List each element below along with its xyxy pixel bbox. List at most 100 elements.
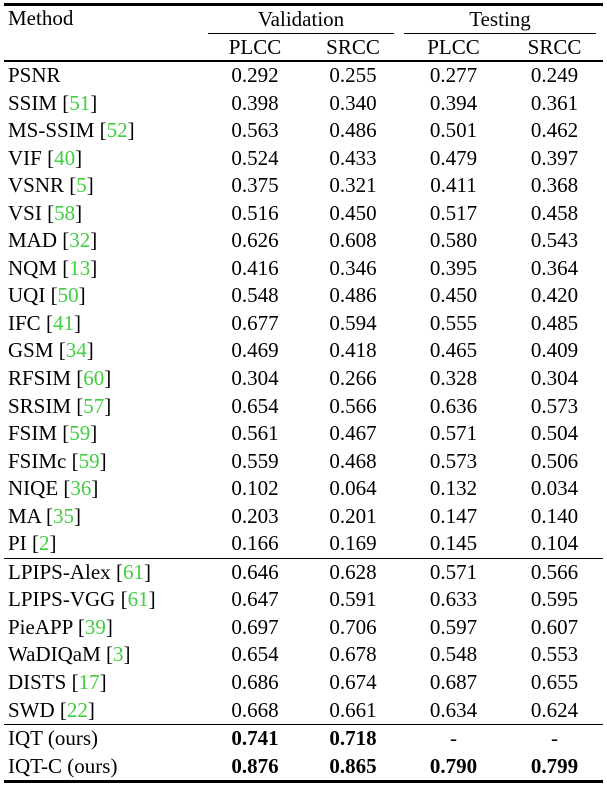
value-cell: 0.543 xyxy=(530,228,579,253)
citation-ref: 34 xyxy=(65,338,87,363)
value-cell: 0.661 xyxy=(329,697,377,722)
value-cell: 0.555 xyxy=(429,310,478,335)
value-cell: 0.573 xyxy=(530,393,579,418)
value-cell: 0.595 xyxy=(530,587,579,612)
value-cell: 0.201 xyxy=(329,503,377,528)
table-row: VSNR [5] 0.375 0.321 0.411 0.368 xyxy=(4,172,603,200)
value-cell: 0.646 xyxy=(205,557,305,587)
value-cell: 0.409 xyxy=(530,338,579,363)
table-row: IQT (ours) 0.741 0.718- - xyxy=(4,724,604,753)
value-cell: 0.548 xyxy=(429,642,478,667)
value-cell: 0.375 xyxy=(231,173,279,198)
value-cell: 0.411 xyxy=(430,173,477,198)
value-cell: 0.132 xyxy=(429,476,478,501)
table-row: LPIPS-Alex [61] 0.646 0.628 0.571 0.566 xyxy=(4,557,604,587)
method-cell: UQI [50] xyxy=(8,283,86,308)
table-row: MAD [32] 0.626 0.608 0.580 0.543 xyxy=(4,227,603,255)
value-cell: 0.741 xyxy=(205,724,305,753)
citation-ref: 13 xyxy=(69,255,91,280)
citation-ref: 50 xyxy=(57,283,79,308)
paper-page: Method Validation Testing PLCC SRCC PLCC… xyxy=(0,3,607,789)
testing-group-header: Testing xyxy=(401,5,603,34)
value-cell: 0.566 xyxy=(329,393,377,418)
value-cell: 0.624 xyxy=(530,697,579,722)
citation-ref: 61 xyxy=(122,559,144,584)
value-cell: 0.458 xyxy=(530,200,579,225)
table-row: DISTS [17] 0.686 0.674 0.687 0.655 xyxy=(4,669,603,697)
citation-ref: 36 xyxy=(70,476,92,501)
value-cell: 0.573 xyxy=(429,448,478,473)
testing-group-label: Testing xyxy=(469,7,531,31)
citation-ref: 39 xyxy=(84,614,106,639)
citation-ref: 32 xyxy=(69,228,91,253)
value-cell: 0.524 xyxy=(231,145,279,170)
validation-srcc-header: SRCC xyxy=(305,34,402,62)
method-cell: VIF [40] xyxy=(8,145,83,170)
method-cell: DISTS [17] xyxy=(8,670,107,695)
method-cell: MA [35] xyxy=(8,503,81,528)
table-row: PieAPP [39] 0.697 0.706 0.597 0.607 xyxy=(4,614,603,642)
citation-ref: 52 xyxy=(106,118,128,143)
value-cell: 0.479 xyxy=(429,145,478,170)
value-cell: 0.465 xyxy=(429,338,478,363)
citation-ref: 35 xyxy=(52,503,74,528)
value-cell: 0.501 xyxy=(429,118,478,143)
method-cell: NQM [13] xyxy=(8,255,98,280)
value-cell: 0.394 xyxy=(429,90,478,115)
value-cell: 0.654 xyxy=(231,642,279,667)
citation-ref: 57 xyxy=(83,393,105,418)
value-cell: 0.166 xyxy=(231,531,279,556)
method-cell: IFC [41] xyxy=(8,310,81,335)
value-cell: 0.799 xyxy=(530,753,579,778)
value-cell: - xyxy=(401,724,507,753)
value-cell: 0.628 xyxy=(305,557,402,587)
table-row: IQT-C (ours) 0.876 0.865 0.790 0.799 xyxy=(4,753,603,782)
header-group-row: Method Validation Testing xyxy=(4,4,603,62)
citation-ref: 3 xyxy=(113,642,124,667)
validation-cmidrule: Validation xyxy=(208,6,395,34)
table-row: VSI [58] 0.516 0.450 0.517 0.458 xyxy=(4,200,603,228)
citation-ref: 61 xyxy=(127,587,149,612)
value-cell: 0.433 xyxy=(329,145,377,170)
table-row: NIQE [36] 0.102 0.064 0.132 0.034 xyxy=(4,475,603,503)
value-cell: 0.597 xyxy=(429,614,478,639)
value-cell: 0.467 xyxy=(329,421,377,446)
table-row: FSIMc [59] 0.559 0.468 0.573 0.506 xyxy=(4,448,603,476)
method-cell: WaDIQaM [3] xyxy=(8,642,131,667)
value-cell: 0.687 xyxy=(429,670,478,695)
value-cell: 0.674 xyxy=(329,670,377,695)
table-row: SRSIM [57] 0.654 0.566 0.636 0.573 xyxy=(4,393,603,421)
value-cell: 0.706 xyxy=(329,614,377,639)
method-cell: SSIM [51] xyxy=(8,90,98,115)
value-cell: 0.668 xyxy=(231,697,279,722)
value-cell: 0.469 xyxy=(231,338,279,363)
method-cell: VSNR [5] xyxy=(8,173,94,198)
value-cell: 0.147 xyxy=(429,503,478,528)
value-cell: 0.321 xyxy=(329,173,377,198)
citation-ref: 58 xyxy=(54,200,76,225)
value-cell: 0.677 xyxy=(231,310,279,335)
value-cell: 0.594 xyxy=(329,310,377,335)
method-column-header: Method xyxy=(4,4,205,62)
citation-ref: 59 xyxy=(78,448,100,473)
method-cell: FSIMc [59] xyxy=(8,448,107,473)
table-row: LPIPS-VGG [61] 0.647 0.591 0.633 0.595 xyxy=(4,586,603,614)
value-cell: 0.450 xyxy=(329,200,377,225)
value-cell: 0.561 xyxy=(231,421,279,446)
method-cell: GSM [34] xyxy=(8,338,94,363)
method-cell: MAD [32] xyxy=(8,228,98,253)
method-cell: PI [2] xyxy=(8,531,57,556)
value-cell: 0.418 xyxy=(329,338,377,363)
value-cell: 0.486 xyxy=(329,283,377,308)
testing-cmidrule: Testing xyxy=(404,6,597,34)
value-cell: 0.064 xyxy=(329,476,377,501)
value-cell: 0.636 xyxy=(429,393,478,418)
value-cell: 0.395 xyxy=(429,255,478,280)
header-metric-row: PLCC SRCC PLCC SRCC xyxy=(4,34,604,62)
table-row: WaDIQaM [3] 0.654 0.678 0.548 0.553 xyxy=(4,641,603,669)
value-cell: 0.506 xyxy=(530,448,579,473)
table-row: MA [35] 0.203 0.201 0.147 0.140 xyxy=(4,503,603,531)
value-cell: 0.266 xyxy=(329,366,377,391)
validation-group-label: Validation xyxy=(257,7,345,31)
value-cell: 0.102 xyxy=(231,476,279,501)
